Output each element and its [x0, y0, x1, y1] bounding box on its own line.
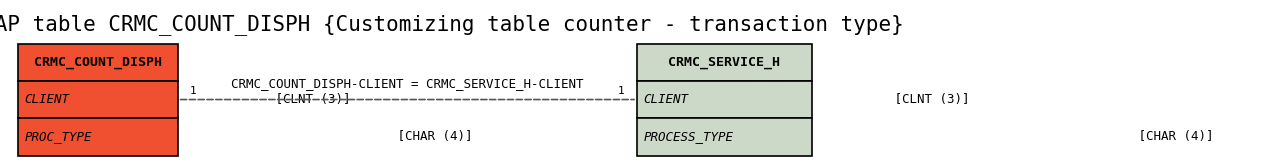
Text: PROC_TYPE: PROC_TYPE — [24, 130, 92, 143]
Text: 1: 1 — [618, 86, 624, 96]
FancyBboxPatch shape — [637, 81, 812, 118]
Text: [CLNT (3)]: [CLNT (3)] — [267, 93, 350, 106]
Text: 1: 1 — [191, 86, 197, 96]
Text: CLIENT: CLIENT — [24, 93, 69, 106]
Text: SAP ABAP table CRMC_COUNT_DISPH {Customizing table counter - transaction type}: SAP ABAP table CRMC_COUNT_DISPH {Customi… — [0, 14, 904, 35]
Text: CRMC_SERVICE_H: CRMC_SERVICE_H — [668, 56, 780, 69]
Text: PROCESS_TYPE: PROCESS_TYPE — [643, 130, 733, 143]
FancyBboxPatch shape — [637, 44, 812, 81]
Text: [CHAR (4)]: [CHAR (4)] — [1131, 130, 1212, 143]
FancyBboxPatch shape — [18, 44, 178, 81]
Text: CLIENT: CLIENT — [643, 93, 688, 106]
Text: [CHAR (4)]: [CHAR (4)] — [390, 130, 472, 143]
FancyBboxPatch shape — [637, 118, 812, 155]
Text: CRMC_COUNT_DISPH-CLIENT = CRMC_SERVICE_H-CLIENT: CRMC_COUNT_DISPH-CLIENT = CRMC_SERVICE_H… — [231, 77, 583, 90]
Text: CRMC_COUNT_DISPH: CRMC_COUNT_DISPH — [33, 56, 161, 69]
FancyBboxPatch shape — [18, 118, 178, 155]
Text: [CLNT (3)]: [CLNT (3)] — [888, 93, 969, 106]
FancyBboxPatch shape — [18, 81, 178, 118]
